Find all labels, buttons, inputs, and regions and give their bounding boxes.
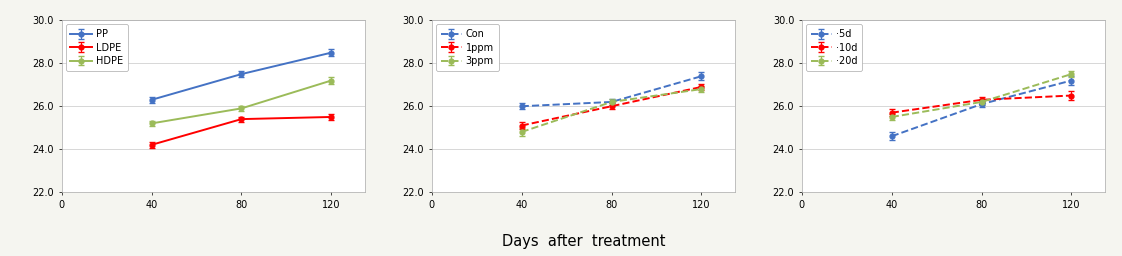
Legend: PP, LDPE, HDPE: PP, LDPE, HDPE	[65, 24, 128, 71]
Text: Days  after  treatment: Days after treatment	[502, 234, 665, 249]
Legend: ·5d, ·10d, ·20d: ·5d, ·10d, ·20d	[806, 24, 862, 71]
Legend: Con, 1ppm, 3ppm: Con, 1ppm, 3ppm	[435, 24, 499, 71]
